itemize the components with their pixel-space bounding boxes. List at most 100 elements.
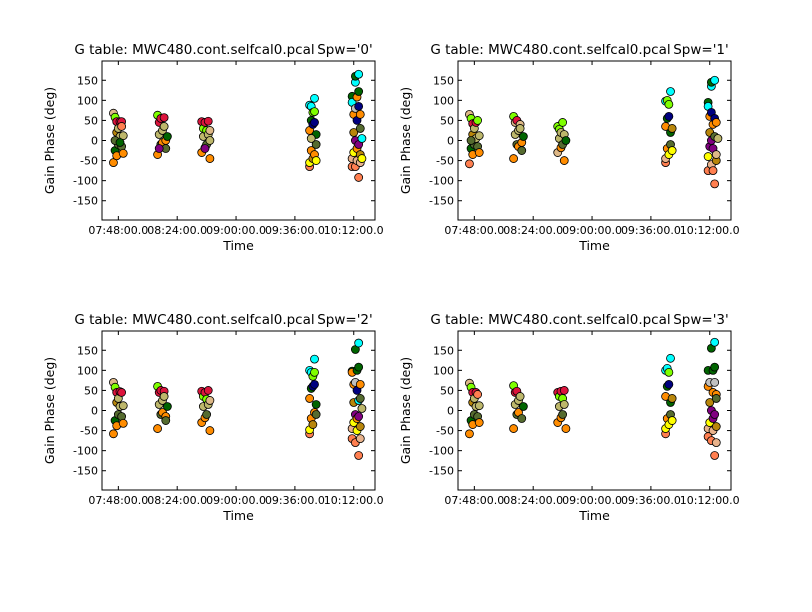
data-point: [474, 148, 484, 157]
data-point: [355, 124, 365, 133]
y-tick-label: -50: [80, 425, 98, 438]
data-point: [710, 337, 720, 347]
data-point: [518, 132, 528, 141]
data-point: [305, 394, 315, 403]
data-point: [713, 134, 723, 143]
subplot-0: G table: MWC480.cont.selfcal0.pcal Spw='0…: [42, 42, 384, 253]
data-point: [162, 402, 172, 411]
x-tick-label: 09:36:00.0: [265, 224, 325, 237]
y-tick-label: 50: [440, 384, 454, 397]
data-point: [117, 388, 127, 397]
x-tick-label: 08:24:00.0: [503, 494, 563, 507]
y-tick-label: -50: [80, 155, 98, 168]
data-point: [559, 386, 569, 395]
y-tick-label: 50: [84, 114, 98, 127]
y-tick-label: -100: [429, 175, 454, 188]
data-point: [118, 148, 128, 158]
x-tick-label: 10:12:00.0: [680, 224, 740, 237]
data-point: [666, 353, 675, 363]
x-tick-label: 10:12:00.0: [324, 224, 384, 237]
x-tick-label: 07:48:00.0: [88, 494, 148, 507]
x-tick-label: 09:00:00.0: [562, 224, 622, 237]
data-point: [710, 410, 720, 419]
data-point: [354, 451, 364, 460]
data-point: [474, 401, 484, 411]
data-point: [558, 410, 568, 419]
data-point: [561, 424, 571, 433]
subplot-spw-label: Spw='3': [673, 312, 729, 328]
data-point: [162, 132, 172, 141]
data-point: [310, 93, 319, 103]
data-point: [473, 390, 483, 399]
y-axis-label: Gain Phase (deg): [42, 357, 57, 464]
data-point: [109, 429, 118, 439]
y-tick-label: 0: [447, 135, 454, 148]
data-point: [117, 122, 127, 131]
data-point: [711, 118, 721, 127]
data-point: [357, 154, 367, 163]
data-point: [710, 75, 720, 85]
data-point: [710, 179, 720, 189]
subplot-2: G table: MWC480.cont.selfcal0.pcal Spw='2…: [42, 312, 384, 523]
data-point: [708, 166, 718, 176]
y-tick-label: 100: [433, 364, 454, 377]
axes-frame: [101, 330, 376, 491]
subplot-spw-label: Spw='2': [317, 312, 373, 328]
data-point: [311, 156, 321, 165]
data-point: [311, 140, 321, 149]
y-tick-label: -100: [429, 445, 454, 458]
data-point: [310, 354, 319, 364]
data-point: [703, 152, 713, 161]
y-tick-label: 150: [433, 344, 454, 357]
data-point: [153, 424, 162, 433]
y-tick-label: -100: [73, 445, 98, 458]
data-point: [517, 414, 527, 423]
y-tick-label: -50: [436, 425, 454, 438]
x-tick-label: 09:00:00.0: [206, 224, 266, 237]
x-tick-label: 08:24:00.0: [503, 224, 563, 237]
data-point: [474, 131, 484, 141]
data-point: [154, 144, 164, 153]
y-axis-label: Gain Phase (deg): [42, 87, 57, 194]
data-point: [200, 144, 210, 153]
data-point: [473, 116, 483, 125]
y-tick-label: 50: [440, 114, 454, 127]
data-point: [159, 113, 169, 123]
data-point: [205, 426, 215, 435]
data-point: [561, 136, 571, 145]
x-tick-label: 07:48:00.0: [88, 224, 148, 237]
data-point: [354, 173, 364, 182]
data-point: [354, 87, 364, 96]
data-point: [710, 362, 720, 372]
data-point: [203, 386, 213, 395]
data-point: [664, 112, 674, 121]
y-tick-label: 150: [433, 74, 454, 87]
y-tick-label: -150: [73, 465, 98, 478]
data-point: [202, 410, 212, 419]
data-point: [355, 422, 365, 431]
data-point: [354, 101, 364, 111]
y-tick-label: 150: [77, 74, 98, 87]
data-point: [159, 392, 169, 401]
y-axis-label: Gain Phase (deg): [398, 357, 413, 464]
data-point: [465, 159, 474, 169]
subplot-spw-label: Spw='1': [673, 42, 729, 58]
data-point: [667, 416, 677, 425]
data-point: [311, 400, 321, 409]
data-point: [308, 420, 318, 429]
data-point: [465, 429, 474, 439]
data-point: [711, 394, 721, 403]
data-point: [711, 438, 721, 448]
data-point: [509, 154, 518, 163]
data-point: [306, 134, 316, 143]
axes-frame: [457, 330, 732, 491]
data-point: [466, 136, 476, 145]
subplot-spw-label: Spw='0': [317, 42, 373, 58]
data-point: [355, 394, 365, 403]
data-point: [517, 146, 527, 155]
x-axis-label: Time: [222, 508, 254, 523]
data-point: [558, 118, 568, 127]
data-point: [710, 377, 720, 387]
x-axis-label: Time: [578, 238, 610, 253]
y-tick-label: -100: [73, 175, 98, 188]
